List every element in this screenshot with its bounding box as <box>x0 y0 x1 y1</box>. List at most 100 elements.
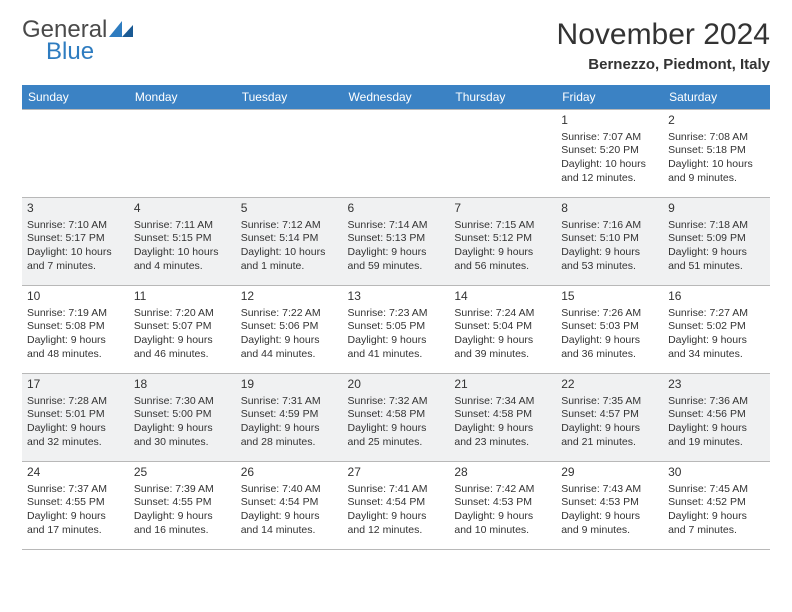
day-cell: 27Sunrise: 7:41 AMSunset: 4:54 PMDayligh… <box>343 462 450 550</box>
day-cell <box>236 110 343 198</box>
sunrise-text: Sunrise: 7:10 AM <box>27 219 124 233</box>
sunrise-text: Sunrise: 7:43 AM <box>561 483 658 497</box>
day-header-thursday: Thursday <box>449 85 556 110</box>
daylight-text: Daylight: 9 hours and 46 minutes. <box>134 334 231 361</box>
daylight-text: Daylight: 9 hours and 36 minutes. <box>561 334 658 361</box>
day-number: 16 <box>668 289 765 305</box>
day-cell: 21Sunrise: 7:34 AMSunset: 4:58 PMDayligh… <box>449 374 556 462</box>
day-cell: 10Sunrise: 7:19 AMSunset: 5:08 PMDayligh… <box>22 286 129 374</box>
sunset-text: Sunset: 4:54 PM <box>348 496 445 510</box>
day-cell: 25Sunrise: 7:39 AMSunset: 4:55 PMDayligh… <box>129 462 236 550</box>
sunrise-text: Sunrise: 7:19 AM <box>27 307 124 321</box>
day-details: Sunrise: 7:45 AMSunset: 4:52 PMDaylight:… <box>668 483 765 538</box>
day-number: 24 <box>27 465 124 481</box>
day-details: Sunrise: 7:22 AMSunset: 5:06 PMDaylight:… <box>241 307 338 362</box>
sunrise-text: Sunrise: 7:37 AM <box>27 483 124 497</box>
day-cell: 26 Sunrise: 7:40 AMSunset: 4:54 PMDayligh… <box>236 462 343 550</box>
day-header-row: SundayMondayTuesdayWednesdayThursdayFrid… <box>22 85 770 110</box>
day-number: 18 <box>134 377 231 393</box>
sunset-text: Sunset: 5:17 PM <box>27 232 124 246</box>
sunset-text: Sunset: 5:12 PM <box>454 232 551 246</box>
sunset-text: Sunset: 4:57 PM <box>561 408 658 422</box>
day-header-wednesday: Wednesday <box>343 85 450 110</box>
sunset-text: Sunset: 4:54 PM <box>241 496 338 510</box>
day-number: 26 <box>241 465 338 481</box>
day-cell: 14Sunrise: 7:24 AMSunset: 5:04 PMDayligh… <box>449 286 556 374</box>
sunset-text: Sunset: 5:07 PM <box>134 320 231 334</box>
day-number: 8 <box>561 201 658 217</box>
day-cell: 19 Sunrise: 7:31 AMSunset: 4:59 PMDayligh… <box>236 374 343 462</box>
daylight-text: Daylight: 9 hours and 17 minutes. <box>27 510 124 537</box>
daylight-text: Daylight: 9 hours and 7 minutes. <box>668 510 765 537</box>
daylight-text: Daylight: 9 hours and 14 minutes. <box>241 510 338 537</box>
daylight-text: Daylight: 9 hours and 10 minutes. <box>454 510 551 537</box>
sunrise-text: Sunrise: 7:31 AM <box>241 395 338 409</box>
day-number: 12 <box>241 289 338 305</box>
day-cell: 30Sunrise: 7:45 AMSunset: 4:52 PMDayligh… <box>663 462 770 550</box>
sunset-text: Sunset: 4:53 PM <box>454 496 551 510</box>
day-number: 20 <box>348 377 445 393</box>
brand-text: General Blue <box>22 18 135 64</box>
day-details: Sunrise: 7:30 AMSunset: 5:00 PMDaylight:… <box>134 395 231 450</box>
day-number: 17 <box>27 377 124 393</box>
daylight-text: Daylight: 10 hours and 1 minute. <box>241 246 338 273</box>
sunset-text: Sunset: 5:03 PM <box>561 320 658 334</box>
daylight-text: Daylight: 9 hours and 44 minutes. <box>241 334 338 361</box>
day-details: Sunrise: 7:10 AMSunset: 5:17 PMDaylight:… <box>27 219 124 274</box>
sunrise-text: Sunrise: 7:39 AM <box>134 483 231 497</box>
sunrise-text: Sunrise: 7:32 AM <box>348 395 445 409</box>
sunrise-text: Sunrise: 7:27 AM <box>668 307 765 321</box>
sunset-text: Sunset: 5:13 PM <box>348 232 445 246</box>
daylight-text: Daylight: 10 hours and 12 minutes. <box>561 158 658 185</box>
day-number: 15 <box>561 289 658 305</box>
sunrise-text: Sunrise: 7:41 AM <box>348 483 445 497</box>
sunset-text: Sunset: 5:14 PM <box>241 232 338 246</box>
day-number: 22 <box>561 377 658 393</box>
day-header-saturday: Saturday <box>663 85 770 110</box>
day-details: Sunrise: 7:37 AMSunset: 4:55 PMDaylight:… <box>27 483 124 538</box>
brand-mark-icon <box>109 18 135 42</box>
day-header-sunday: Sunday <box>22 85 129 110</box>
day-details: Sunrise: 7:15 AMSunset: 5:12 PMDaylight:… <box>454 219 551 274</box>
sunset-text: Sunset: 5:06 PM <box>241 320 338 334</box>
day-cell <box>129 110 236 198</box>
day-cell: 28 Sunrise: 7:42 AMSunset: 4:53 PMDayligh… <box>449 462 556 550</box>
day-cell <box>22 110 129 198</box>
day-cell: 15Sunrise: 7:26 AMSunset: 5:03 PMDayligh… <box>556 286 663 374</box>
calendar-body: 1Sunrise: 7:07 AMSunset: 5:20 PMDaylight… <box>22 110 770 550</box>
day-header-tuesday: Tuesday <box>236 85 343 110</box>
day-number: 19 <box>241 377 338 393</box>
sunset-text: Sunset: 5:20 PM <box>561 144 658 158</box>
day-details: Sunrise: 7:08 AMSunset: 5:18 PMDaylight:… <box>668 131 765 186</box>
day-cell: 16 Sunrise: 7:27 AMSunset: 5:02 PMDayligh… <box>663 286 770 374</box>
daylight-text: Daylight: 9 hours and 21 minutes. <box>561 422 658 449</box>
title-block: November 2024 Bernezzo, Piedmont, Italy <box>557 18 770 73</box>
calendar-week: 17Sunrise: 7:28 AMSunset: 5:01 PMDayligh… <box>22 374 770 462</box>
day-cell: 29Sunrise: 7:43 AMSunset: 4:53 PMDayligh… <box>556 462 663 550</box>
sunrise-text: Sunrise: 7:12 AM <box>241 219 338 233</box>
sunset-text: Sunset: 5:05 PM <box>348 320 445 334</box>
sunrise-text: Sunrise: 7:35 AM <box>561 395 658 409</box>
day-cell: 8Sunrise: 7:16 AMSunset: 5:10 PMDaylight… <box>556 198 663 286</box>
day-details: Sunrise: 7:40 AMSunset: 4:54 PMDaylight:… <box>241 483 338 538</box>
sunrise-text: Sunrise: 7:23 AM <box>348 307 445 321</box>
sunset-text: Sunset: 4:58 PM <box>454 408 551 422</box>
day-cell: 1Sunrise: 7:07 AMSunset: 5:20 PMDaylight… <box>556 110 663 198</box>
day-cell: 17Sunrise: 7:28 AMSunset: 5:01 PMDayligh… <box>22 374 129 462</box>
sunrise-text: Sunrise: 7:16 AM <box>561 219 658 233</box>
daylight-text: Daylight: 10 hours and 7 minutes. <box>27 246 124 273</box>
day-cell: 20Sunrise: 7:32 AMSunset: 4:58 PMDayligh… <box>343 374 450 462</box>
day-details: Sunrise: 7:14 AMSunset: 5:13 PMDaylight:… <box>348 219 445 274</box>
day-details: Sunrise: 7:34 AMSunset: 4:58 PMDaylight:… <box>454 395 551 450</box>
daylight-text: Daylight: 9 hours and 28 minutes. <box>241 422 338 449</box>
sunrise-text: Sunrise: 7:42 AM <box>454 483 551 497</box>
day-number: 28 <box>454 465 551 481</box>
sunrise-text: Sunrise: 7:45 AM <box>668 483 765 497</box>
sunset-text: Sunset: 5:09 PM <box>668 232 765 246</box>
day-cell: 2Sunrise: 7:08 AMSunset: 5:18 PMDaylight… <box>663 110 770 198</box>
day-cell: 13Sunrise: 7:23 AMSunset: 5:05 PMDayligh… <box>343 286 450 374</box>
day-details: Sunrise: 7:31 AMSunset: 4:59 PMDaylight:… <box>241 395 338 450</box>
sunset-text: Sunset: 5:10 PM <box>561 232 658 246</box>
day-details: Sunrise: 7:27 AMSunset: 5:02 PMDaylight:… <box>668 307 765 362</box>
sunset-text: Sunset: 4:56 PM <box>668 408 765 422</box>
